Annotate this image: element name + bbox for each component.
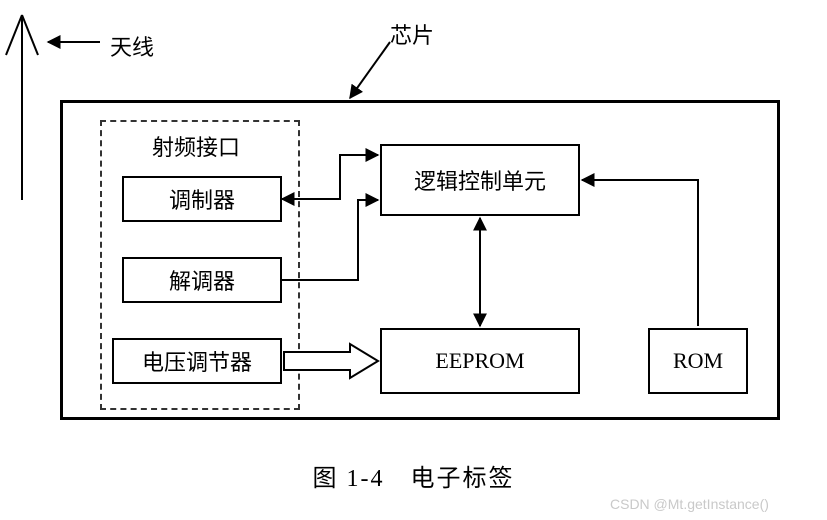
- rom-box: ROM: [648, 328, 748, 394]
- voltage-regulator-box: 电压调节器: [112, 338, 282, 384]
- watermark-text: CSDN @Mt.getInstance(): [610, 496, 769, 512]
- antenna-icon: [6, 15, 38, 200]
- rom-label: ROM: [673, 348, 723, 374]
- chip-label: 芯片: [390, 18, 434, 50]
- rf-interface-label: 射频接口: [152, 130, 240, 162]
- modulator-label: 调制器: [169, 183, 235, 215]
- antenna-label: 天线: [110, 30, 154, 62]
- demodulator-box: 解调器: [122, 257, 282, 303]
- diagram-canvas: 射频接口 调制器 解调器 电压调节器 逻辑控制单元 EEPROM ROM 天线 …: [0, 0, 827, 520]
- voltage-regulator-label: 电压调节器: [142, 345, 252, 377]
- chip-pointer-arrow: [350, 42, 390, 98]
- eeprom-label: EEPROM: [435, 348, 524, 374]
- modulator-box: 调制器: [122, 176, 282, 222]
- logic-control-box: 逻辑控制单元: [380, 144, 580, 216]
- eeprom-box: EEPROM: [380, 328, 580, 394]
- demodulator-label: 解调器: [169, 264, 235, 296]
- figure-caption: 图 1-4 电子标签: [0, 458, 827, 493]
- logic-control-label: 逻辑控制单元: [414, 164, 546, 196]
